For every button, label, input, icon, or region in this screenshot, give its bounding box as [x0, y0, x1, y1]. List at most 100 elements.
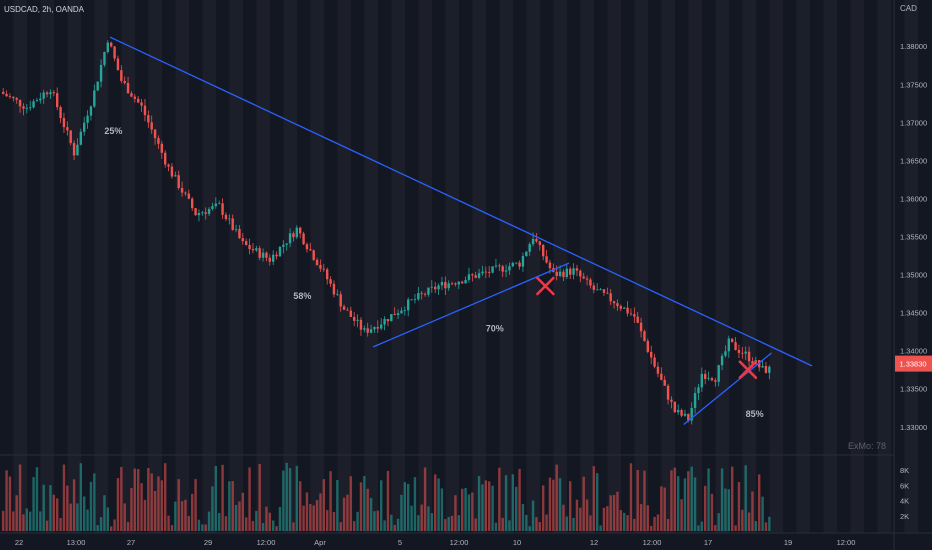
candle-body — [673, 401, 677, 413]
candle-body — [471, 274, 474, 276]
volume-bar — [741, 509, 744, 531]
trendline-lower-channel-1[interactable] — [372, 262, 570, 348]
volume-bar — [56, 498, 59, 531]
candle-body — [359, 319, 363, 330]
candle-body — [241, 238, 245, 242]
candle-body — [582, 276, 585, 279]
volume-pane — [2, 462, 771, 531]
candle-body — [420, 293, 423, 294]
volume-bar — [170, 525, 174, 531]
volume-bar — [393, 524, 396, 531]
price-axis[interactable]: 1.38000 1.37500 1.37000 1.36500 1.36000 1.355… — [900, 42, 927, 432]
candle-body — [76, 144, 79, 156]
volume-bar — [501, 517, 504, 531]
volume-bar — [174, 501, 177, 531]
candle-body — [569, 268, 572, 275]
volume-bar — [498, 467, 501, 531]
session-stripe — [391, 0, 405, 533]
candle-body — [349, 310, 353, 317]
volume-bar — [474, 518, 477, 531]
indicator-watermark: ExMo: 78 — [848, 441, 886, 451]
candle-body — [454, 283, 457, 285]
volume-bar — [454, 495, 457, 531]
volume-bar — [643, 470, 646, 531]
candle-body — [538, 241, 542, 245]
candle-body — [383, 319, 386, 325]
volume-bar — [528, 526, 531, 531]
time-tick-label: 29 — [204, 538, 212, 547]
volume-bar — [440, 488, 444, 531]
volume-bar — [572, 517, 575, 531]
candle-body — [275, 254, 278, 257]
volume-bar — [481, 484, 484, 531]
volume-bar — [309, 503, 312, 531]
symbol-label[interactable]: USDCAD, 2h, OANDA — [4, 5, 85, 14]
candle-body — [363, 328, 366, 330]
volume-bar — [201, 524, 204, 531]
candle-body — [612, 301, 616, 304]
volume-bar — [32, 477, 35, 531]
volume-bar — [265, 506, 268, 531]
volume-bar — [72, 479, 76, 531]
volume-bar — [2, 510, 5, 531]
trendlines[interactable] — [109, 36, 813, 425]
volume-bar — [288, 468, 292, 531]
candle-body — [697, 387, 700, 394]
candle-body — [62, 117, 66, 128]
candle-body — [126, 82, 130, 94]
volume-bar — [353, 521, 356, 531]
candle-body — [305, 244, 309, 250]
volume-bar — [437, 478, 440, 531]
candle-body — [299, 227, 302, 234]
session-stripe — [526, 0, 540, 533]
candle-body — [626, 307, 629, 314]
volume-bar — [133, 468, 137, 531]
volume-bar — [461, 488, 464, 531]
volume-bar — [305, 492, 309, 531]
trendline-lower-channel-2[interactable] — [683, 352, 772, 425]
candle-body — [434, 286, 437, 290]
volume-bar — [609, 495, 612, 531]
session-stripe — [796, 0, 810, 533]
trendline-main-resistance[interactable] — [109, 36, 813, 367]
candle-body — [150, 122, 153, 130]
candle-body — [194, 208, 197, 216]
session-stripe — [94, 0, 108, 533]
candle-body — [724, 351, 727, 356]
price-tick-label: 1.38000 — [900, 42, 927, 51]
cross-mark — [536, 276, 555, 296]
candle-body — [498, 265, 501, 267]
volume-bar — [687, 471, 690, 531]
volume-bar — [184, 499, 187, 531]
volume-tick-label: 8K — [900, 466, 909, 475]
volume-bar — [521, 504, 525, 531]
candle-body — [130, 93, 133, 97]
volume-bar — [228, 481, 231, 531]
time-axis[interactable]: 22 13:00 27 29 12:00 Apr 5 12:00 10 12 12:00 17 19 12… — [15, 538, 856, 547]
volume-bar — [400, 494, 403, 531]
candle-body — [113, 46, 116, 59]
volume-bar — [555, 464, 558, 531]
candle-body — [245, 241, 248, 246]
volume-bar — [322, 479, 326, 531]
volume-bar — [187, 516, 191, 531]
candle-body — [683, 413, 687, 416]
candle-body — [32, 101, 35, 108]
candle-body — [83, 122, 86, 132]
candle-body — [677, 410, 680, 413]
candle-body — [528, 244, 531, 252]
volume-bar — [332, 512, 336, 531]
candle-body — [353, 316, 356, 321]
volume-bar — [761, 496, 764, 531]
volume-bar — [579, 507, 582, 531]
candle-body — [49, 92, 52, 95]
volume-bar — [734, 525, 737, 531]
candle-body — [66, 127, 69, 131]
volume-bar — [234, 505, 238, 531]
candle-body — [474, 275, 477, 278]
volume-bar — [22, 514, 25, 531]
current-price-tag: 1.33830 — [895, 355, 932, 372]
volume-bar — [373, 511, 376, 531]
volume-bar — [329, 471, 332, 531]
